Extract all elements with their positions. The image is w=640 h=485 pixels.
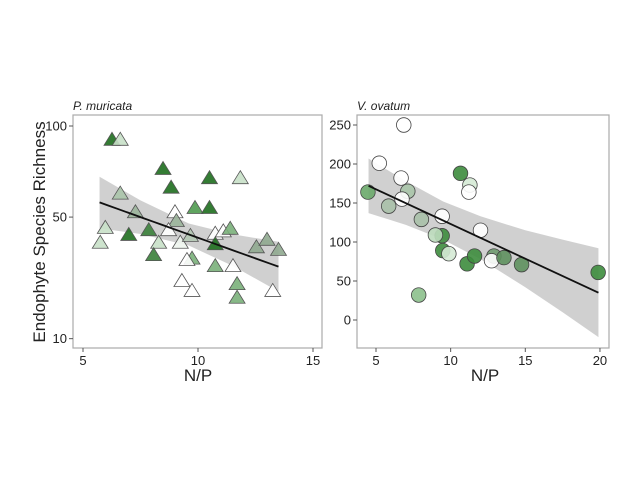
data-point-triangle xyxy=(269,241,288,256)
x-tick-label: 10 xyxy=(443,353,457,368)
data-point-circle xyxy=(427,227,444,243)
y-tick-label: 50 xyxy=(53,210,67,225)
data-point-circle xyxy=(413,211,430,228)
data-point-circle xyxy=(393,170,409,186)
data-point-circle xyxy=(434,208,450,224)
data-point-triangle xyxy=(162,179,180,194)
data-point-triangle xyxy=(120,226,138,241)
x-axis-label: N/P xyxy=(184,366,212,385)
x-tick-label: 5 xyxy=(79,353,86,368)
data-point-triangle xyxy=(200,169,219,185)
data-point-triangle xyxy=(231,169,250,185)
data-point-circle xyxy=(396,117,412,133)
data-point-triangle xyxy=(224,257,242,273)
data-point-circle xyxy=(452,165,469,182)
data-point-triangle xyxy=(111,185,129,200)
y-tick-label: 100 xyxy=(329,235,351,250)
y-tick-label: 10 xyxy=(53,331,67,346)
x-axis-label: N/P xyxy=(471,366,499,385)
y-axis-label: Endophyte Species Richness xyxy=(30,121,49,342)
data-point-triangle xyxy=(206,257,224,273)
data-point-triangle xyxy=(140,221,158,237)
data-point-triangle xyxy=(258,231,276,246)
confidence-band xyxy=(368,158,599,338)
panel-p-muricata: P. muricata Endophyte Species Richness N… xyxy=(30,99,323,385)
fit-line xyxy=(99,201,279,268)
y-tick-label: 100 xyxy=(45,119,67,134)
data-point-circle xyxy=(496,249,512,266)
data-point-triangle xyxy=(91,234,109,249)
data-point-circle xyxy=(360,184,376,200)
data-point-triangle xyxy=(264,282,282,297)
y-tick-label: 50 xyxy=(337,274,351,289)
x-tick-label: 15 xyxy=(518,353,532,368)
data-point-triangle xyxy=(111,131,129,146)
data-point-circle xyxy=(461,184,477,200)
data-point-triangle xyxy=(144,246,163,262)
panel-title: P. muricata xyxy=(73,99,132,113)
y-tick-label: 0 xyxy=(344,313,351,328)
data-point-circle xyxy=(441,245,457,262)
data-point-circle xyxy=(590,264,606,281)
y-tick-label: 200 xyxy=(329,157,351,172)
data-point-triangle xyxy=(167,212,186,227)
x-tick-label: 15 xyxy=(306,353,320,368)
data-point-triangle xyxy=(96,219,115,234)
fit-line xyxy=(368,185,599,294)
data-point-triangle xyxy=(200,199,219,214)
y-tick-label: 250 xyxy=(329,118,351,133)
data-point-triangle xyxy=(154,160,172,175)
panel-title: V. ovatum xyxy=(357,99,410,113)
data-point-triangle xyxy=(186,199,204,214)
data-point-circle xyxy=(371,155,387,171)
y-tick-label: 150 xyxy=(329,196,351,211)
data-point-triangle xyxy=(173,272,191,287)
data-point-triangle xyxy=(178,251,196,266)
data-point-triangle xyxy=(228,289,246,304)
x-tick-label: 20 xyxy=(593,353,607,368)
data-point-triangle xyxy=(221,220,239,235)
data-point-triangle xyxy=(149,234,168,249)
data-point-circle xyxy=(466,248,483,264)
x-tick-label: 10 xyxy=(191,353,205,368)
x-tick-label: 5 xyxy=(372,353,379,368)
data-point-circle xyxy=(410,287,427,303)
data-point-triangle xyxy=(247,239,266,254)
data-point-circle xyxy=(380,198,397,214)
data-point-triangle xyxy=(183,282,201,297)
